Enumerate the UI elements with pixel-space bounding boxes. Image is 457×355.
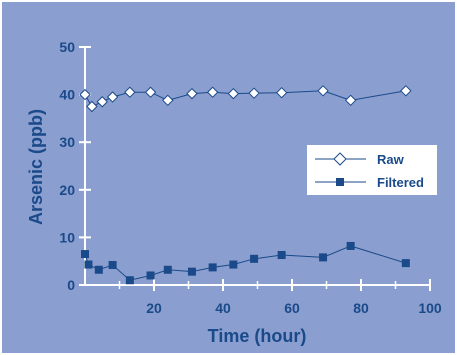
legend-raw-marker [333, 152, 347, 166]
data-point-raw [79, 88, 91, 101]
legend-filtered-label: Filtered [377, 175, 424, 190]
legend-filtered-marker [336, 178, 344, 186]
y-axis-label: Arsenic (ppb) [26, 109, 46, 225]
data-point-raw [227, 87, 240, 100]
y-tick-label: 30 [59, 134, 75, 150]
data-point-filtered [401, 259, 410, 268]
legend: Raw Filtered [307, 145, 437, 195]
data-point-raw [86, 100, 98, 113]
data-point-raw [317, 85, 329, 97]
x-tick-label: 60 [284, 300, 300, 316]
data-point-raw [96, 96, 108, 108]
x-tick-label: 20 [146, 300, 162, 316]
data-point-filtered [187, 267, 196, 276]
data-point-raw [106, 91, 119, 103]
data-point-raw [144, 86, 157, 98]
data-point-filtered [208, 263, 217, 272]
x-tick-label: 40 [215, 300, 231, 316]
data-point-filtered [346, 241, 355, 250]
data-point-filtered [81, 250, 89, 259]
series-filtered [81, 241, 410, 285]
data-point-raw [275, 86, 288, 99]
data-point-filtered [250, 254, 259, 263]
x-axis-label: Time (hour) [208, 326, 307, 346]
data-point-raw [162, 94, 174, 107]
data-point-filtered [84, 260, 93, 269]
data-point-filtered [163, 265, 172, 274]
y-tick-label: 10 [59, 229, 75, 245]
y-ticks: 0 10 20 30 40 50 [59, 39, 91, 293]
data-point-filtered [319, 253, 328, 262]
data-point-filtered [146, 271, 155, 280]
legend-box [307, 145, 437, 195]
y-tick-label: 0 [67, 277, 75, 293]
data-point-raw [400, 85, 412, 97]
x-ticks: 20 40 60 80 100 [118, 279, 442, 316]
data-point-raw [206, 86, 219, 98]
y-tick-label: 40 [59, 87, 75, 103]
data-point-filtered [94, 265, 103, 274]
y-tick-label: 20 [59, 182, 75, 198]
data-point-raw [186, 87, 198, 100]
y-tick-label: 50 [59, 39, 75, 55]
data-point-filtered [229, 260, 238, 269]
data-point-filtered [277, 251, 286, 260]
legend-raw-label: Raw [377, 152, 405, 167]
data-point-raw [248, 87, 260, 99]
data-point-filtered [108, 261, 117, 270]
x-tick-label: 80 [353, 300, 369, 316]
data-point-raw [124, 86, 136, 98]
data-point-raw [344, 94, 357, 107]
data-point-filtered [125, 276, 134, 285]
x-tick-label: 100 [418, 300, 442, 316]
series-raw [79, 85, 412, 113]
